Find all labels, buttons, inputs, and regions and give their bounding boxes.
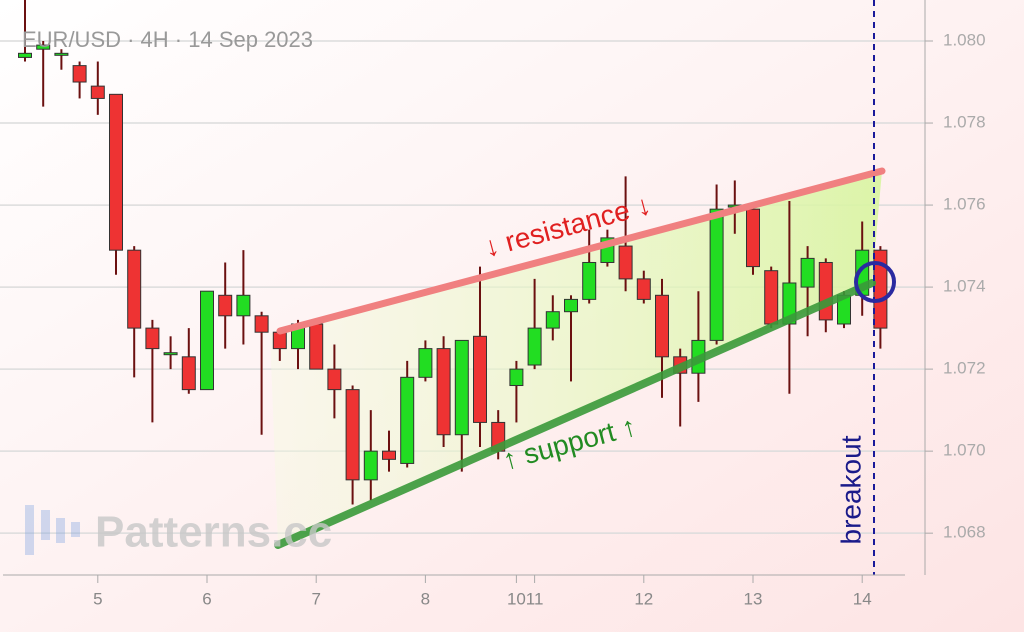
y-tick-label: 1.070 <box>943 441 986 460</box>
watermark: Patterns.cc <box>95 508 332 557</box>
candle-body <box>36 44 51 50</box>
candle-body <box>709 208 724 341</box>
x-tick-label: 7 <box>311 589 320 608</box>
y-tick-label: 1.080 <box>943 30 986 49</box>
candle-body <box>181 356 196 391</box>
y-tick-label: 1.074 <box>943 277 986 296</box>
axes: 1.068 1.070 1.072 1.074 1.076 1.078 1.080 5 6 7 8 1… <box>93 30 985 608</box>
candle-body <box>582 261 597 300</box>
candle-body <box>327 368 342 391</box>
candle-body <box>436 348 451 436</box>
candle-body <box>636 278 651 300</box>
candle-body <box>200 290 214 391</box>
watermark-icon <box>25 505 80 555</box>
candle-body <box>655 294 669 358</box>
candle-body <box>309 323 324 370</box>
candle-body <box>800 257 815 288</box>
candle-body <box>382 450 396 460</box>
candle-body <box>272 331 287 350</box>
candle-body <box>818 261 833 321</box>
wedge-area <box>270 171 882 545</box>
candle-body <box>54 52 69 56</box>
candle-body <box>218 294 233 317</box>
support-line <box>274 279 876 549</box>
candles <box>18 0 888 505</box>
candle-body <box>90 85 105 99</box>
y-tick-label: 1.068 <box>943 523 986 542</box>
candle-body <box>618 245 633 280</box>
x-tick-label: 10 <box>507 589 526 608</box>
x-tick-label: 14 <box>853 589 872 608</box>
candle-body <box>236 294 251 317</box>
y-tick-label: 1.072 <box>943 359 986 378</box>
y-tick-label: 1.076 <box>943 195 986 214</box>
x-tick-label: 6 <box>202 589 211 608</box>
candle-body <box>564 298 578 313</box>
x-tick-label: 5 <box>93 589 102 608</box>
breakout-label: breakout <box>835 435 866 544</box>
candle-body <box>545 311 560 329</box>
x-tick-label: 12 <box>634 589 653 608</box>
breakout-marker <box>854 261 896 303</box>
candle-body <box>145 327 160 350</box>
candle-body <box>509 368 524 387</box>
candle-body <box>72 65 87 83</box>
x-tick-label: 11 <box>526 589 544 608</box>
chart-title: EUR/USD · 4H · 14 Sep 2023 <box>22 27 313 52</box>
candle-body <box>746 208 760 268</box>
candle-body <box>363 450 378 481</box>
candle-body <box>109 93 123 251</box>
candle-body <box>764 270 779 325</box>
candle-body <box>527 327 542 366</box>
candle-body <box>418 348 433 378</box>
candle-body <box>127 249 142 329</box>
candle-body <box>454 339 469 436</box>
y-tick-label: 1.078 <box>943 113 986 132</box>
x-tick-label: 8 <box>421 589 430 608</box>
candle-body <box>400 376 415 464</box>
x-tick-label: 13 <box>744 589 763 608</box>
candle-body <box>163 352 178 356</box>
candle-body <box>18 52 32 58</box>
candle-body <box>345 389 360 481</box>
resistance-line <box>276 167 886 335</box>
candle-body <box>254 315 269 333</box>
candle-body <box>473 335 487 423</box>
